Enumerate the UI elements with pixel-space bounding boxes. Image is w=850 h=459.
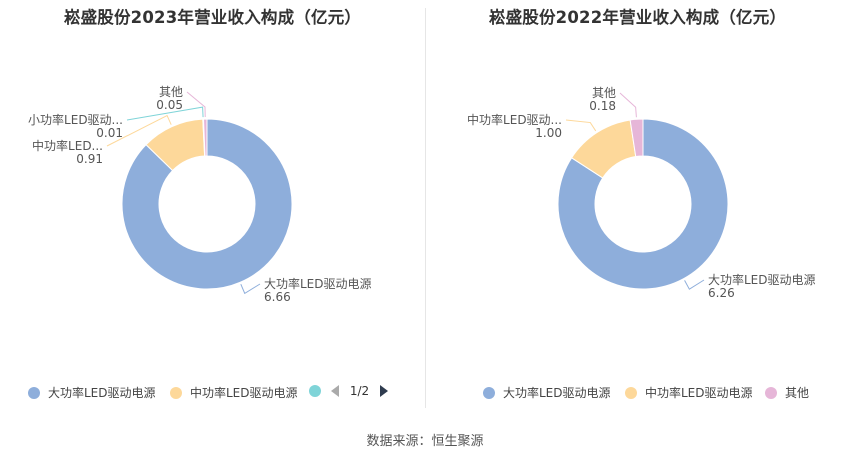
- leader-line: [684, 279, 705, 290]
- donut-chart-2023: 大功率LED驱动电源6.66中功率LED...0.91小功率LED驱动...0.…: [28, 85, 372, 304]
- donut-slice-0[interactable]: [557, 118, 729, 290]
- legend-item-other[interactable]: 其他: [765, 384, 809, 401]
- legend-item-large[interactable]: 大功率LED驱动电源: [483, 384, 611, 401]
- legend-dot: [170, 387, 182, 399]
- leader-line: [240, 283, 261, 295]
- legend-dot: [483, 387, 495, 399]
- chart-panel-2022: 崧盛股份2022年营业收入构成（亿元） 大功率LED驱动电源 6.26 中功率LED…: [425, 0, 850, 410]
- legend-label: 其他: [785, 386, 810, 400]
- data-source: 数据来源：恒生聚源: [366, 434, 484, 449]
- slice-value-label: 0.91: [76, 152, 103, 166]
- chart-panel-2023: 崧盛股份2023年营业收入构成（亿元） 大功率LED驱动电源 6.66 中功率LED…: [0, 0, 425, 410]
- slice-label: 小功率LED驱动...: [28, 112, 123, 127]
- chart-title: 崧盛股份2023年营业收入构成（亿元）: [63, 8, 362, 27]
- legend-dot: [309, 385, 321, 397]
- legend-item-medium[interactable]: 中功率LED驱动电源: [625, 384, 753, 401]
- slice-value-label: 1.00: [535, 126, 562, 140]
- prev-page-icon[interactable]: [330, 385, 340, 397]
- slice-value-label: 0.18: [589, 99, 616, 113]
- next-page-icon[interactable]: [379, 385, 389, 397]
- legend-dot: [28, 387, 40, 399]
- panel-divider: [425, 8, 426, 408]
- slice-value-label: 0.01: [96, 126, 123, 140]
- legend: 大功率LED驱动电源 中功率LED驱动电源 1/2: [0, 380, 425, 404]
- leader-line: [186, 91, 206, 118]
- donut-slice-0[interactable]: [121, 118, 293, 290]
- legend-label: 大功率LED驱动电源: [48, 386, 156, 400]
- slice-value-label: 6.66: [264, 290, 291, 304]
- legend-dot: [625, 387, 637, 399]
- legend-label: 中功率LED驱动电源: [645, 386, 753, 400]
- slice-value-label: 6.26: [708, 286, 735, 300]
- legend-label: 大功率LED驱动电源: [503, 386, 611, 400]
- slice-label: 中功率LED驱动...: [467, 112, 562, 127]
- donut-slice-2[interactable]: [629, 118, 644, 158]
- legend-item-large[interactable]: 大功率LED驱动电源: [28, 384, 156, 401]
- legend-page-indicator: 1/2: [349, 384, 370, 398]
- chart-title: 崧盛股份2022年营业收入构成（亿元）: [488, 8, 787, 27]
- leader-line: [106, 114, 172, 147]
- leader-line: [619, 92, 637, 118]
- slice-label: 其他: [159, 85, 183, 99]
- donut-slice-3[interactable]: [202, 118, 208, 157]
- slice-label: 其他: [592, 86, 616, 100]
- leader-line: [565, 119, 597, 132]
- slice-label: 大功率LED驱动电源: [708, 272, 816, 287]
- leader-line: [126, 106, 204, 121]
- slice-label: 中功率LED...: [32, 138, 103, 153]
- legend-item-small[interactable]: [309, 384, 329, 398]
- legend-dot: [765, 387, 777, 399]
- legend: 大功率LED驱动电源 中功率LED驱动电源 其他: [425, 380, 850, 404]
- legend-item-medium[interactable]: 中功率LED驱动电源: [170, 384, 298, 401]
- legend-label: 中功率LED驱动电源: [190, 386, 298, 400]
- legend-pager: 1/2: [330, 384, 389, 398]
- slice-value-label: 0.05: [156, 98, 183, 112]
- slice-label: 大功率LED驱动电源: [264, 276, 372, 291]
